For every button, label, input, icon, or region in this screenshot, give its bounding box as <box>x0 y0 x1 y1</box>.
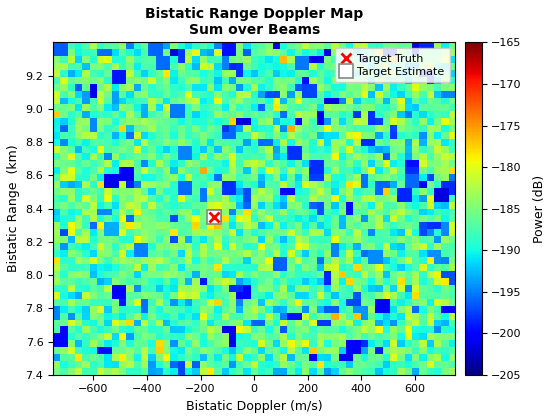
X-axis label: Bistatic Doppler (m/s): Bistatic Doppler (m/s) <box>186 400 323 413</box>
Legend: Target Truth, Target Estimate: Target Truth, Target Estimate <box>335 48 450 82</box>
Y-axis label: Bistatic Range  (km): Bistatic Range (km) <box>7 145 20 273</box>
Title: Bistatic Range Doppler Map
Sum over Beams: Bistatic Range Doppler Map Sum over Beam… <box>145 7 363 37</box>
Y-axis label: Power (dB): Power (dB) <box>533 175 546 243</box>
